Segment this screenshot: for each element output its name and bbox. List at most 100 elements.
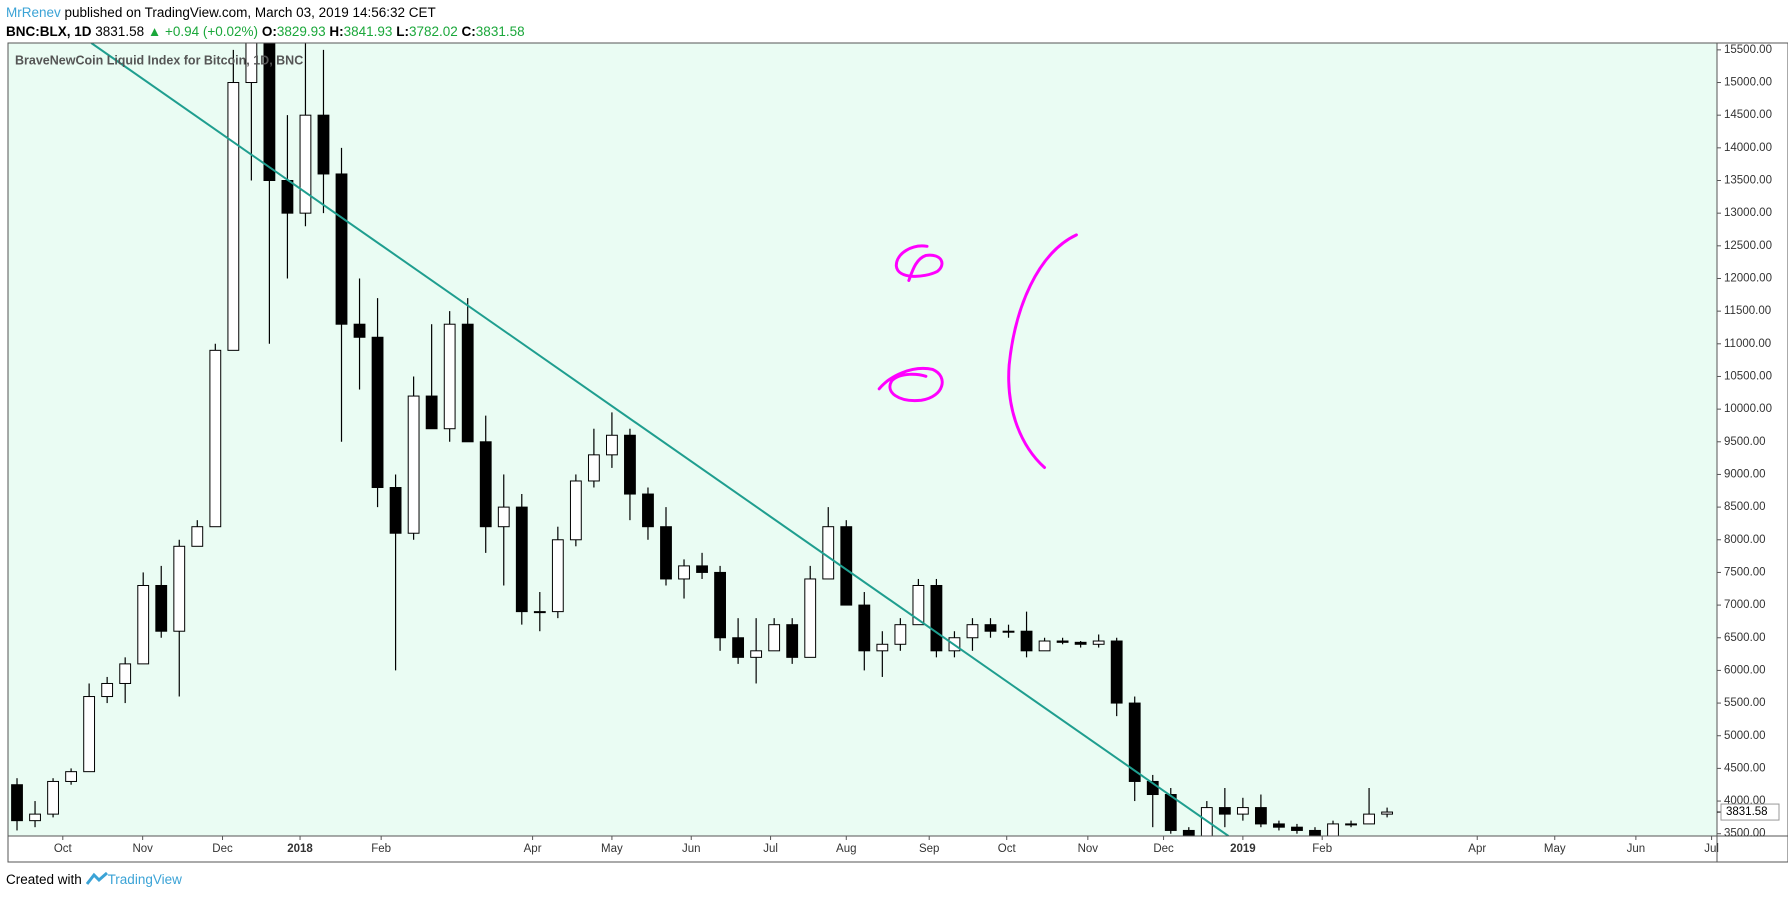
footer: Created with TradingView — [6, 871, 182, 887]
change: ▲ +0.94 (+0.02%) — [147, 24, 259, 39]
candle-body — [353, 323, 366, 338]
brand[interactable]: TradingView — [107, 872, 182, 887]
y-tick-label: 15500.00 — [1724, 44, 1772, 56]
o: 3829.93 — [276, 24, 326, 39]
candle-body — [479, 441, 492, 528]
created: Created with — [6, 872, 82, 887]
y-tick-label: 5500.00 — [1724, 697, 1766, 709]
candle-body — [858, 604, 871, 652]
candle-body — [587, 454, 600, 482]
y-tick-label: 6500.00 — [1724, 632, 1766, 644]
candle-body — [461, 323, 474, 443]
x-tick-label: 2019 — [1230, 843, 1256, 855]
candle-body — [1254, 807, 1267, 825]
candle-body — [515, 506, 528, 613]
x-tick-label: Aug — [836, 843, 856, 855]
x-tick-label: 2018 — [287, 843, 313, 855]
header-line: BNC:BLX, 1D 3831.58 ▲ +0.94 (+0.02%) O:3… — [6, 22, 525, 41]
candle-body — [371, 336, 384, 489]
candle-body — [822, 526, 835, 580]
candle-body — [1327, 823, 1339, 836]
candle-body — [443, 323, 456, 430]
c-label: C: — [461, 24, 476, 39]
x-tick-label: Feb — [371, 843, 391, 855]
candle-body — [299, 114, 312, 214]
candle-body — [624, 434, 636, 495]
scribble — [894, 244, 944, 282]
x-tick-label: Dec — [1153, 843, 1174, 855]
c: 3831.58 — [475, 24, 525, 39]
candle-body — [606, 434, 618, 456]
x-tick-label: Oct — [54, 843, 73, 855]
header-line: MrRenev published on TradingView.com, Ma… — [6, 3, 525, 22]
candle-body — [1291, 826, 1303, 831]
candle-body — [1164, 794, 1177, 831]
y-tick-label: 13500.00 — [1724, 175, 1772, 187]
trendline — [90, 43, 1230, 836]
candle-body — [750, 650, 763, 658]
candle-body — [227, 82, 240, 351]
candle-body — [1309, 829, 1321, 836]
candle-body — [660, 526, 672, 580]
last-price-box — [1720, 803, 1780, 821]
x-tick-label: Apr — [1468, 843, 1486, 855]
x-tick-label: Jun — [682, 843, 701, 855]
y-tick-label: 4500.00 — [1724, 762, 1766, 774]
candle-body — [533, 611, 546, 614]
logo — [85, 871, 108, 885]
user[interactable]: MrRenev — [6, 5, 61, 20]
candle-body — [786, 624, 799, 658]
candle-body — [714, 571, 726, 639]
plot — [11, 43, 1394, 836]
header: MrRenev published on TradingView.com, Ma… — [6, 3, 525, 41]
h: 3841.93 — [343, 24, 393, 39]
candle-body — [1074, 641, 1087, 645]
candle-body — [1038, 640, 1051, 652]
scribble — [877, 366, 944, 403]
candle-body — [101, 682, 114, 698]
candle-body — [1002, 630, 1015, 633]
candle-body — [1236, 807, 1249, 815]
candle-body — [407, 395, 420, 534]
chart-title: BraveNewCoin Liquid Index for Bitcoin, 1… — [15, 53, 303, 67]
x-tick-label: Oct — [998, 843, 1017, 855]
y-tick-label: 13000.00 — [1724, 207, 1772, 219]
candle-body — [335, 173, 348, 325]
candle-body — [1110, 640, 1123, 704]
y-tick-label: 8500.00 — [1724, 501, 1766, 513]
candle-body — [930, 584, 943, 652]
l: 3782.02 — [408, 24, 458, 39]
candle-body — [317, 114, 330, 175]
o-label: O: — [261, 24, 277, 39]
candle-body — [497, 506, 510, 528]
candle-body — [569, 480, 582, 541]
candle-body — [173, 545, 186, 632]
candle-body — [1273, 823, 1285, 828]
plot-background — [8, 43, 1717, 836]
candle-body — [137, 584, 150, 665]
candle-body — [29, 813, 41, 822]
x-tick-label: Jun — [1627, 843, 1646, 855]
candle-body — [876, 643, 889, 652]
candle-body — [1200, 807, 1213, 836]
last-price-label: 3831.58 — [1726, 806, 1768, 818]
candle-body — [1056, 640, 1069, 643]
y-tick-label: 10000.00 — [1724, 403, 1772, 415]
x-tick-label: Jul — [1704, 843, 1719, 855]
x-tick-label: Sep — [919, 843, 939, 855]
candle-body — [425, 395, 438, 430]
candle-body — [47, 780, 59, 815]
x-tick-label: May — [1544, 843, 1566, 855]
candle-body — [389, 487, 402, 534]
y-tick-label: 15000.00 — [1724, 77, 1772, 89]
candle-body — [768, 624, 781, 652]
candle-body — [155, 584, 168, 632]
x-tick-label: Apr — [524, 843, 542, 855]
y-tick-label: 8000.00 — [1724, 534, 1766, 546]
y-tick-label: 11000.00 — [1724, 338, 1771, 350]
y-tick-label: 12500.00 — [1724, 240, 1772, 252]
candle-body — [642, 493, 654, 528]
y-tick-label: 14000.00 — [1724, 142, 1772, 154]
candle-body — [191, 526, 204, 547]
